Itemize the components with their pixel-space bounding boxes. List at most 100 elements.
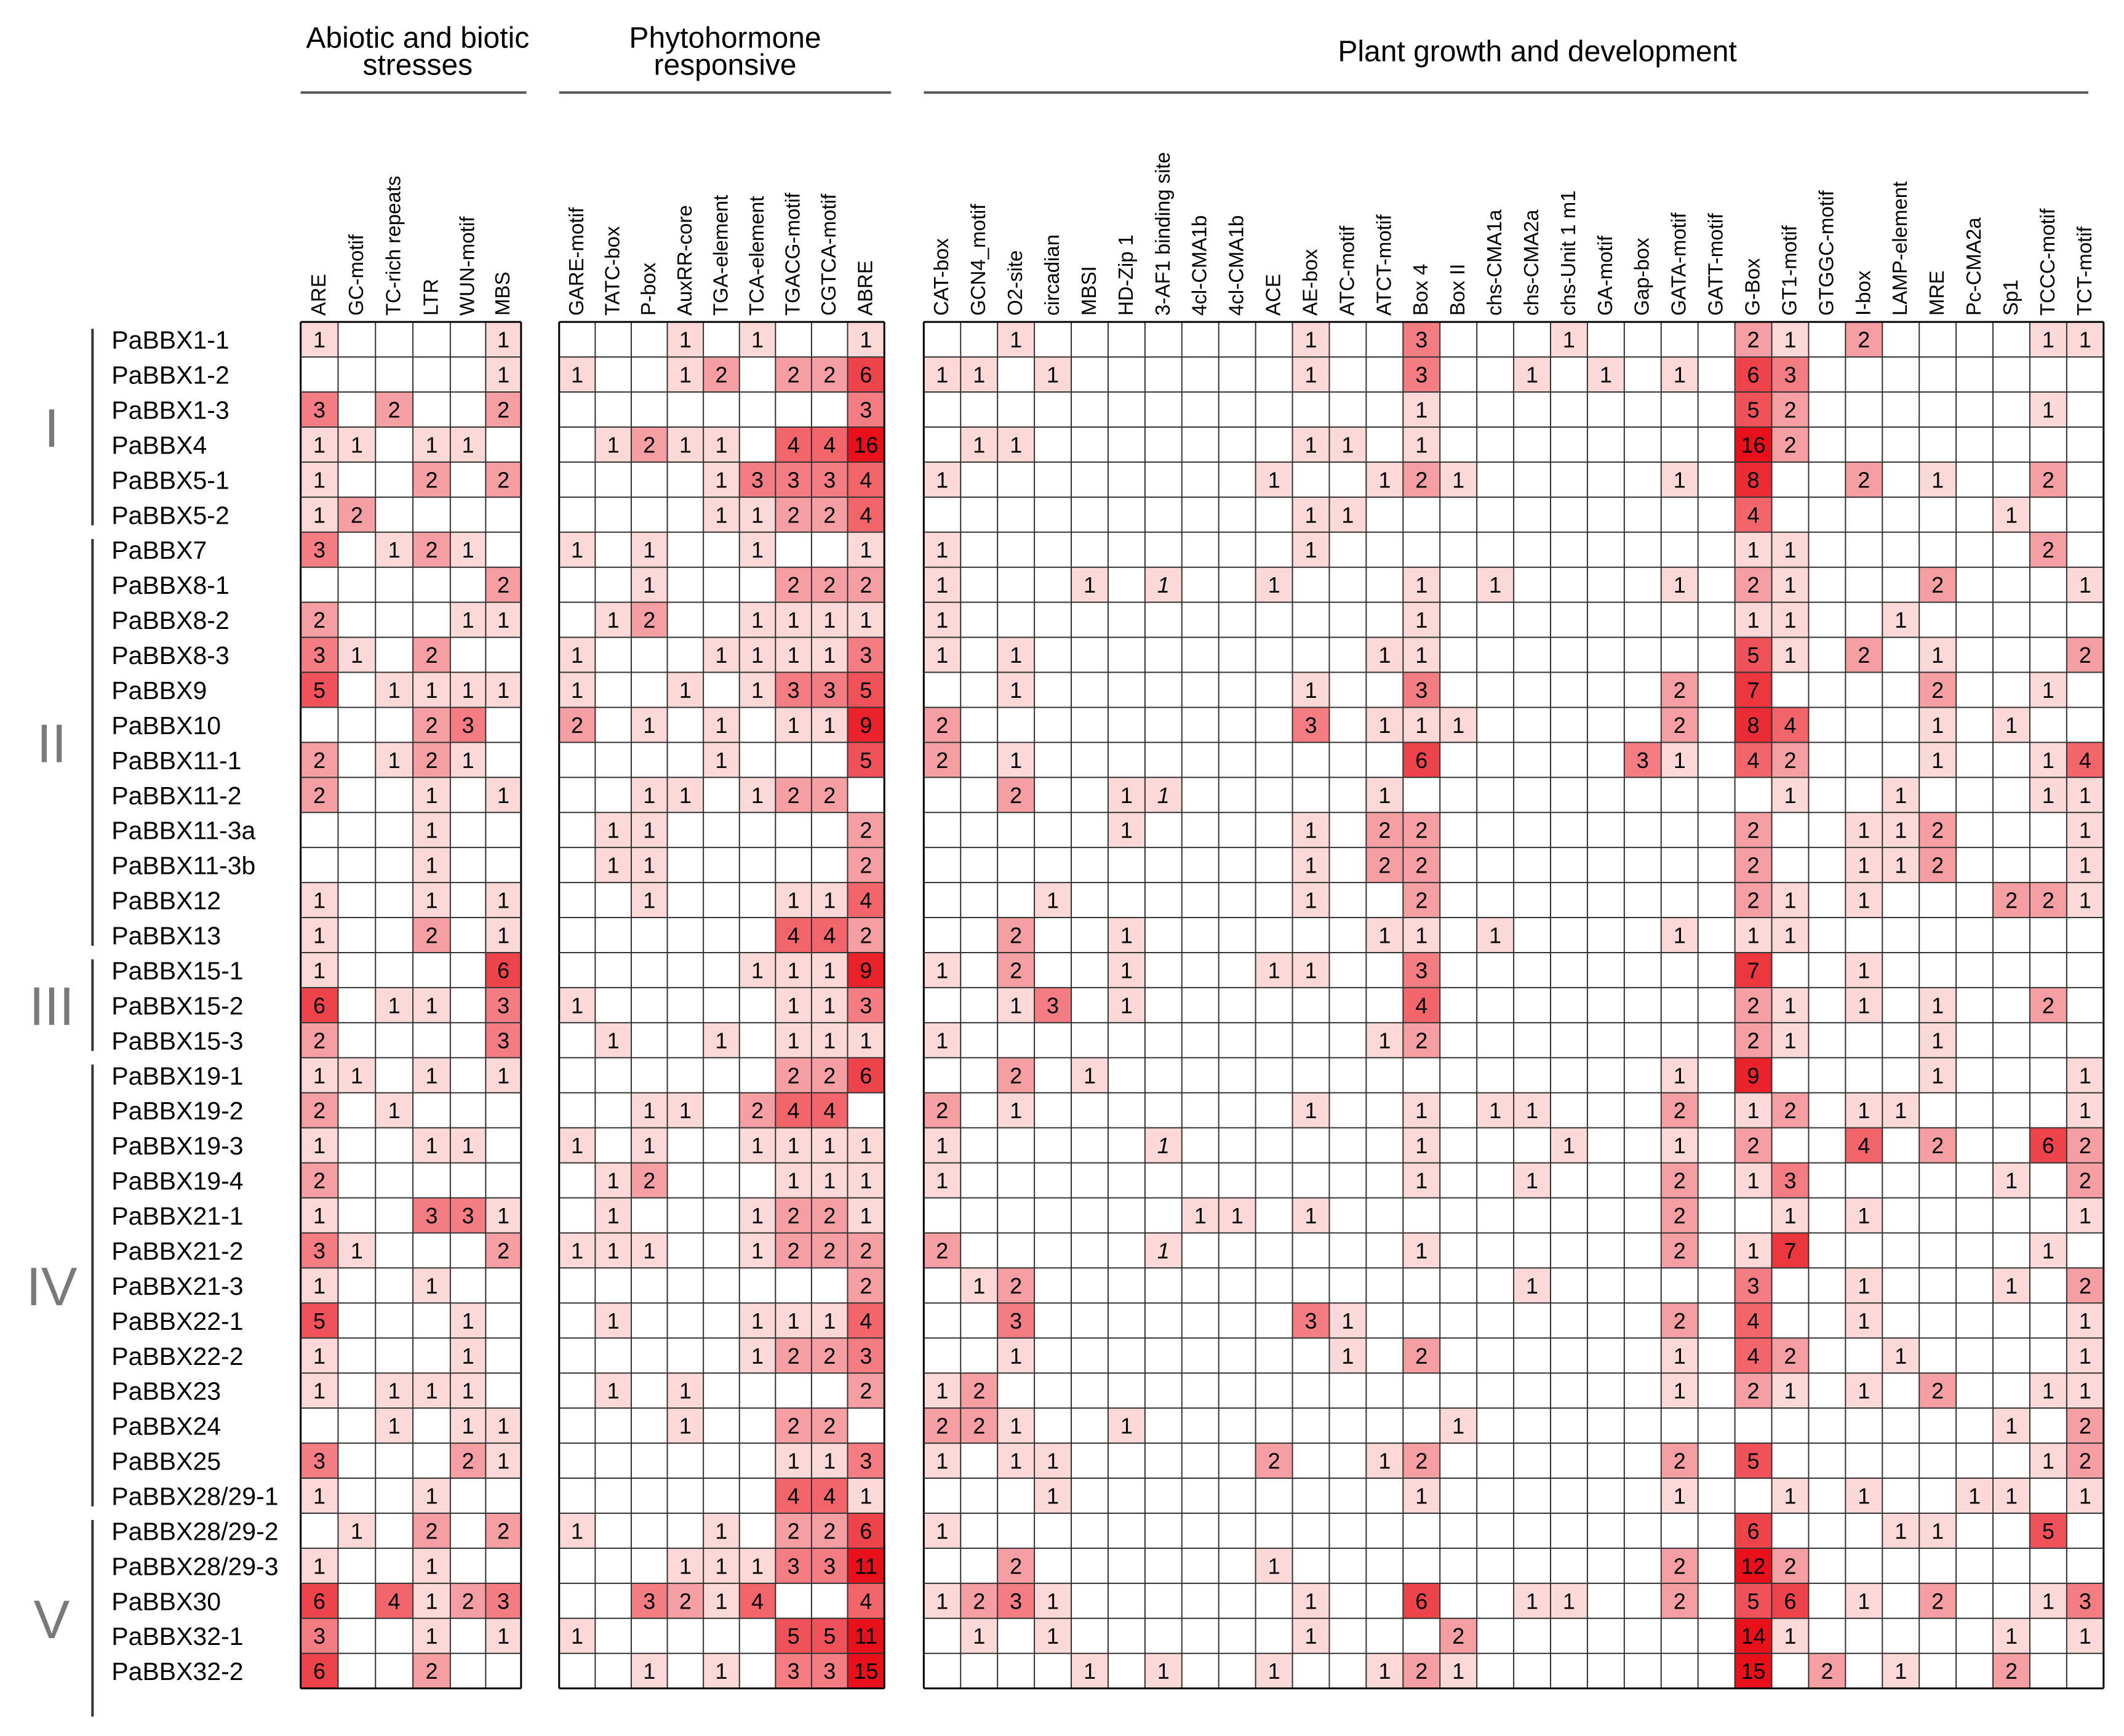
cell-value: 3: [497, 1028, 509, 1053]
cell-value: 1: [1157, 783, 1170, 808]
cell-value: 14: [1741, 1623, 1766, 1649]
cell-value: 4: [823, 1483, 836, 1508]
heatmap-cell: [775, 497, 812, 532]
row-label: PaBBX1-3: [111, 396, 229, 424]
heatmap-cell: [1661, 1478, 1698, 1513]
heatmap-cell: [1144, 777, 1182, 813]
heatmap-cell: [1550, 322, 1587, 358]
heatmap-cell: [1993, 1268, 2030, 1303]
heatmap-cell: [631, 1092, 668, 1128]
heatmap-cell: [703, 1583, 740, 1618]
cell-value: 1: [1415, 713, 1427, 738]
cell-value: 1: [571, 362, 583, 388]
heatmap-cell: [1661, 357, 1698, 393]
cell-value: 1: [1858, 958, 1870, 983]
heatmap-cell: [1661, 567, 1698, 602]
heatmap-cell: [1366, 1653, 1403, 1689]
cell-value: 3: [462, 1203, 474, 1228]
heatmap-cell: [559, 637, 596, 673]
heatmap-cell: [1144, 1653, 1182, 1689]
cell-value: 1: [1304, 678, 1317, 703]
heatmap-cell: [811, 1092, 848, 1128]
heatmap-cell: [1661, 1548, 1698, 1583]
heatmap-cell: [924, 1092, 961, 1128]
heatmap-cell: [1108, 1408, 1145, 1444]
heatmap-cell: [631, 707, 668, 743]
cell-value: 2: [313, 1028, 325, 1053]
heatmap-cell: [775, 1513, 812, 1548]
cell-value: 1: [462, 1308, 474, 1334]
cell-value: 1: [1894, 1518, 1907, 1543]
cell-value: 1: [751, 327, 764, 353]
heatmap-cell: [811, 357, 848, 393]
column-label: chs-Unit 1 m1: [1557, 190, 1579, 316]
heatmap-cell: [300, 1303, 338, 1338]
cell-value: 1: [823, 1449, 836, 1474]
row-label: PaBBX5-1: [111, 466, 229, 494]
cell-value: 3: [313, 1238, 325, 1263]
cell-value: 2: [462, 1588, 474, 1614]
row-label: PaBBX25: [111, 1447, 221, 1476]
cell-value: 1: [1858, 818, 1870, 843]
column-label: LAMP-element: [1888, 182, 1911, 316]
cell-value: 1: [425, 1063, 437, 1088]
cell-value: 1: [462, 537, 474, 562]
cell-value: 1: [1157, 1658, 1170, 1684]
heatmap-cell: [559, 1618, 596, 1654]
cell-value: 5: [1747, 642, 1760, 668]
heatmap-cell: [413, 1373, 450, 1409]
cell-value: 1: [2042, 1238, 2054, 1263]
column-label: HD-Zip 1: [1114, 234, 1137, 316]
column-label: GATT-motif: [1704, 213, 1727, 316]
heatmap-cell: [775, 567, 812, 602]
column-label: ATCT-motif: [1372, 214, 1395, 316]
cell-value: 2: [1415, 1343, 1427, 1369]
cell-value: 2: [751, 1098, 764, 1123]
column-label: GARE-motif: [565, 207, 588, 316]
cell-value: 2: [973, 1378, 985, 1404]
heatmap-cell: [300, 1057, 338, 1093]
heatmap-cell: [2029, 882, 2067, 918]
heatmap-cell: [703, 497, 740, 532]
column-label: P-box: [637, 262, 660, 316]
heatmap-cell: [2066, 742, 2104, 778]
heatmap-cell: [1735, 707, 1772, 743]
cell-value: 3: [823, 1553, 836, 1578]
cell-value: 1: [607, 1028, 620, 1053]
cell-value: 1: [1047, 1483, 1059, 1508]
cell-value: 3: [1637, 748, 1649, 773]
heatmap-cell: [2029, 462, 2067, 497]
heatmap-cell: [2066, 1408, 2104, 1444]
heatmap-cell: [413, 426, 450, 462]
cell-value: 1: [1931, 642, 1944, 668]
heatmap-cell: [2066, 637, 2104, 673]
cell-value: 1: [1341, 1343, 1354, 1369]
heatmap-cell: [775, 1162, 812, 1198]
cell-value: 1: [1526, 1273, 1538, 1298]
heatmap-cell: [1882, 602, 1920, 638]
heatmap-cell: [739, 1338, 776, 1374]
heatmap-cell: [1771, 426, 1809, 462]
heatmap-cell: [1292, 672, 1330, 708]
cell-value: 4: [788, 923, 800, 948]
cell-value: 1: [462, 607, 474, 633]
cell-value: 1: [1268, 1658, 1280, 1684]
heatmap-cell: [631, 567, 668, 602]
cell-value: 2: [2042, 993, 2054, 1018]
column-label: MRE: [1925, 271, 1948, 316]
cell-value: 2: [823, 1518, 836, 1543]
cell-value: 1: [1304, 1588, 1317, 1614]
column-label: GT1-motif: [1778, 225, 1800, 316]
cell-value: 2: [860, 853, 872, 878]
cell-value: 2: [860, 818, 872, 843]
heatmap-cell: [1919, 567, 1957, 602]
cell-value: 1: [860, 1028, 872, 1053]
heatmap-cell: [300, 1618, 338, 1654]
heatmap-cell: [338, 497, 376, 532]
cell-value: 1: [1010, 1098, 1022, 1123]
cell-value: 16: [1741, 432, 1766, 457]
cell-value: 1: [2005, 1273, 2018, 1298]
cell-value: 2: [1415, 1449, 1427, 1474]
row-label: PaBBX11-1: [111, 746, 241, 775]
heatmap-cell: [1661, 742, 1698, 778]
